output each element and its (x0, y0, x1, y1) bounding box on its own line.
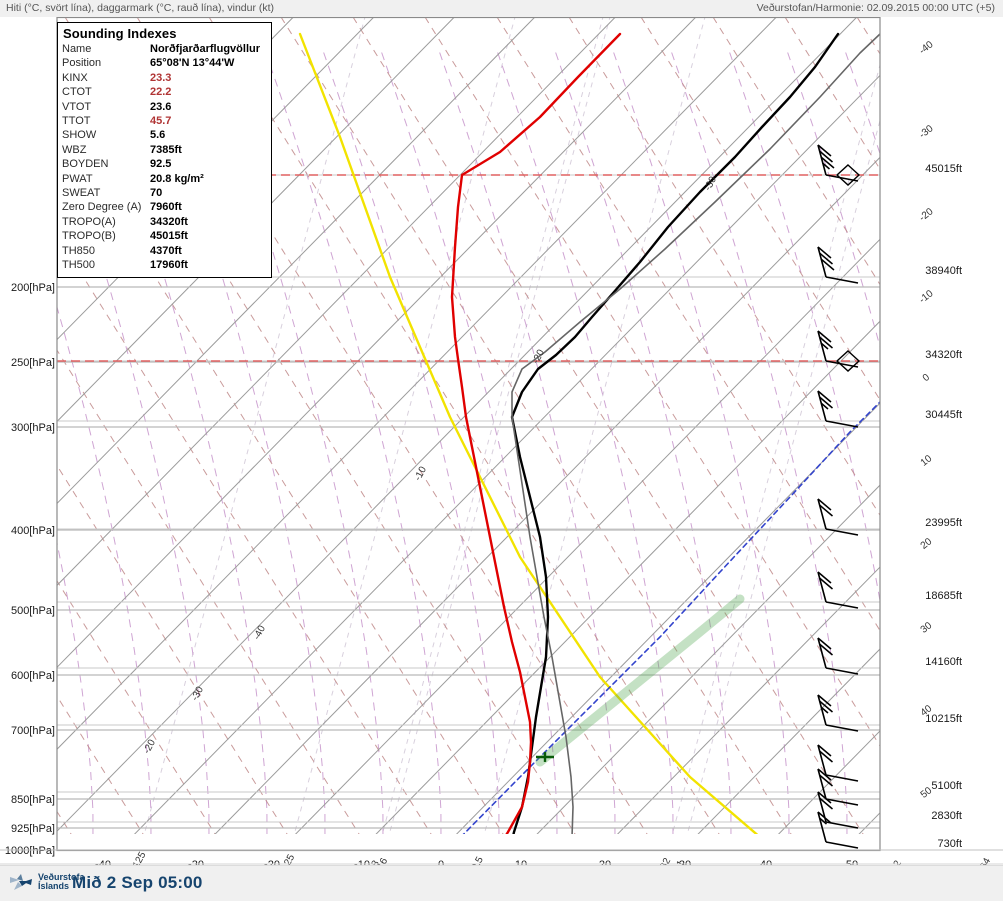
sounding-index-key: SWEAT (62, 187, 150, 201)
altitude-tick-label: 5100ft (931, 780, 962, 792)
pressure-tick-label: 925[hPa] (11, 823, 55, 835)
altitude-tick-label: 10215ft (925, 713, 962, 725)
sounding-index-value: 22.2 (150, 86, 267, 100)
pressure-tick-label: 400[hPa] (11, 525, 55, 537)
forecast-valid-time: Mið 2 Sep 05:00 (72, 873, 203, 893)
sounding-index-value: 70 (150, 187, 267, 201)
pressure-tick-label: 1000[hPa] (5, 845, 55, 857)
sounding-index-key: KINX (62, 72, 150, 86)
altitude-tick-label: 23995ft (925, 517, 962, 529)
footer-bar: Veðurstofa Íslands Mið 2 Sep 05:00 (0, 865, 1003, 901)
sounding-index-key: WBZ (62, 144, 150, 158)
sounding-index-value: 5.6 (150, 129, 267, 143)
sounding-index-value: 92.5 (150, 158, 267, 172)
sounding-index-key: TROPO(B) (62, 230, 150, 244)
altitude-tick-label: 18685ft (925, 590, 962, 602)
pressure-tick-label: 600[hPa] (11, 670, 55, 682)
sounding-index-value: 7385ft (150, 144, 267, 158)
sounding-index-row: TROPO(A)34320ft (62, 216, 267, 230)
sounding-index-key: VTOT (62, 101, 150, 115)
pressure-tick-label: 250[hPa] (11, 357, 55, 369)
sounding-index-key: Position (62, 57, 150, 71)
sounding-index-value: 23.6 (150, 101, 267, 115)
sounding-index-key: SHOW (62, 129, 150, 143)
sounding-index-value: 7960ft (150, 201, 267, 215)
pressure-tick-label: 500[hPa] (11, 605, 55, 617)
sounding-index-value: Norðfjarðarflugvöllur (150, 43, 267, 57)
sounding-index-value: 17960ft (150, 259, 267, 273)
sounding-index-value: 65°08'N 13°44'W (150, 57, 267, 71)
header-legend-text: Hiti (°C, svört lína), daggarmark (°C, r… (6, 2, 274, 14)
sounding-index-key: CTOT (62, 86, 150, 100)
sounding-index-key: Zero Degree (A) (62, 201, 150, 215)
pressure-tick-label: 700[hPa] (11, 725, 55, 737)
sounding-index-key: TH850 (62, 245, 150, 259)
snowflake-icon (8, 872, 34, 892)
sounding-index-key: BOYDEN (62, 158, 150, 172)
header-bar: Hiti (°C, svört lína), daggarmark (°C, r… (0, 0, 1003, 18)
altitude-tick-label: 34320ft (925, 349, 962, 361)
sounding-index-value: 23.3 (150, 72, 267, 86)
sounding-index-key: TROPO(A) (62, 216, 150, 230)
header-model-run: Veðurstofan/Harmonie: 02.09.2015 00:00 U… (757, 2, 995, 14)
sounding-index-value: 4370ft (150, 245, 267, 259)
altitude-tick-label: 730ft (938, 838, 962, 850)
sounding-index-key: Name (62, 43, 150, 57)
sounding-index-value: 20.8 kg/m² (150, 173, 267, 187)
sounding-index-key: TH500 (62, 259, 150, 273)
sounding-index-key: PWAT (62, 173, 150, 187)
sounding-index-row: Zero Degree (A)7960ft (62, 201, 267, 215)
pressure-tick-label: 850[hPa] (11, 794, 55, 806)
sounding-index-key: TTOT (62, 115, 150, 129)
sounding-index-row: TROPO(B)45015ft (62, 230, 267, 244)
sounding-index-value: 45015ft (150, 230, 267, 244)
sounding-index-value: 45.7 (150, 115, 267, 129)
pressure-tick-label: 200[hPa] (11, 282, 55, 294)
altitude-tick-label: 30445ft (925, 409, 962, 421)
altitude-tick-label: 2830ft (931, 810, 962, 822)
sounding-index-value: 34320ft (150, 216, 267, 230)
altitude-tick-label: 14160ft (925, 656, 962, 668)
sounding-indexes-title: Sounding Indexes (63, 26, 267, 41)
altitude-tick-label: 38940ft (925, 265, 962, 277)
altitude-tick-label: 45015ft (925, 163, 962, 175)
pressure-tick-label: 300[hPa] (11, 422, 55, 434)
